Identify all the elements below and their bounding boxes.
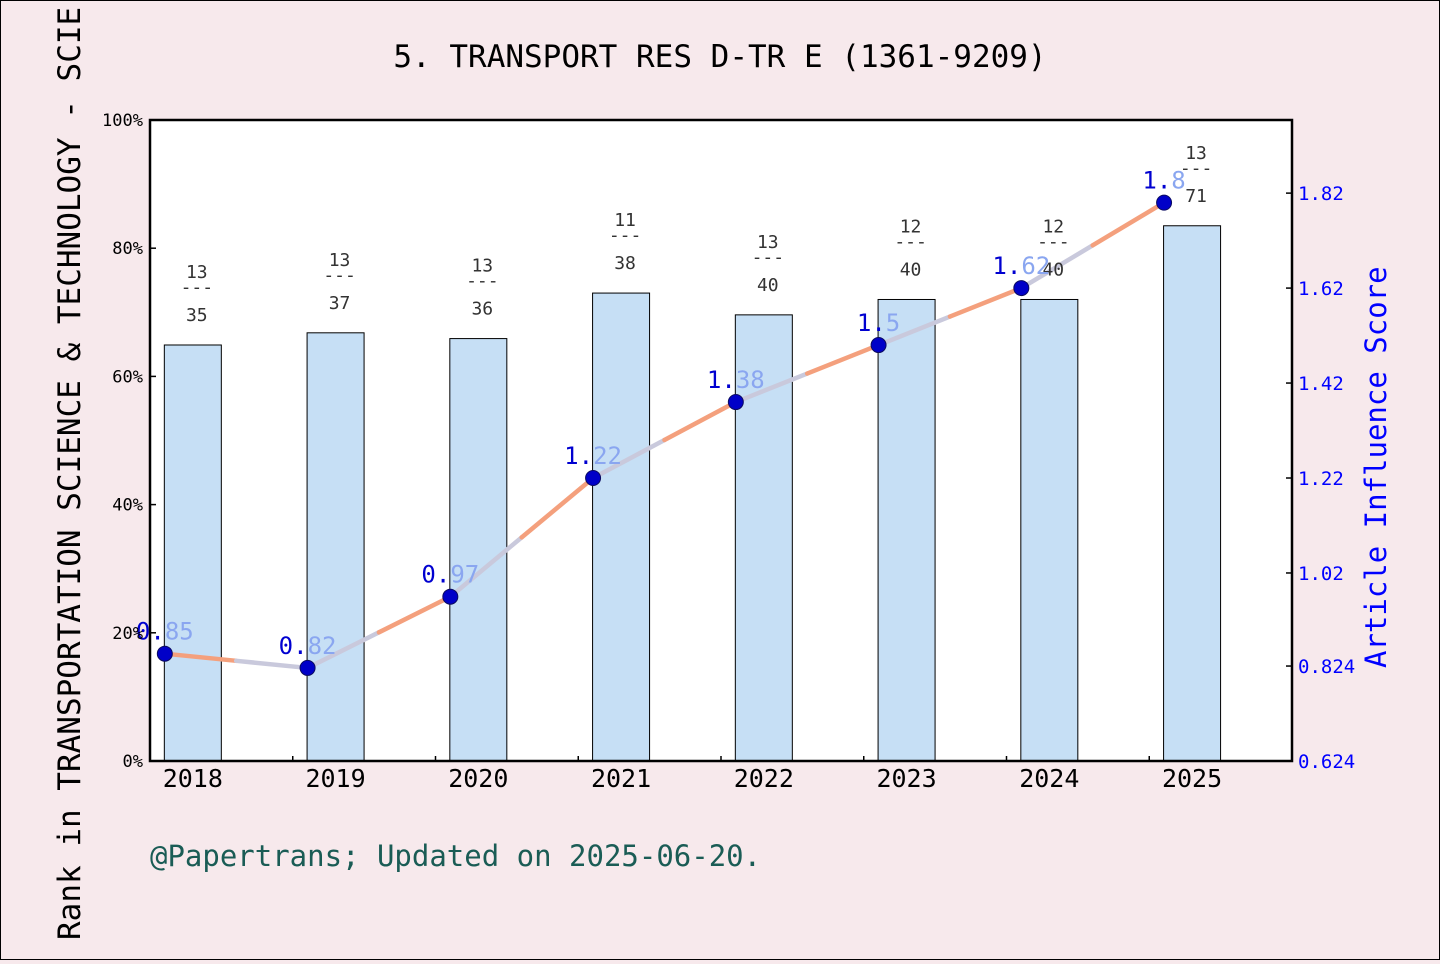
data-point-label: 1.22 xyxy=(564,442,622,470)
left-tick-label: 20% xyxy=(112,624,143,644)
line-segment xyxy=(590,437,667,481)
line-segment xyxy=(876,314,953,348)
bar-label-divider: --- xyxy=(1037,231,1070,252)
left-tick-label: 60% xyxy=(112,367,143,387)
x-tick-label: 2022 xyxy=(734,764,794,793)
bar-label-divider: --- xyxy=(466,271,499,292)
line-segment xyxy=(376,594,453,635)
x-tick-label: 2018 xyxy=(163,764,223,793)
bar-label-top: 13 xyxy=(1185,143,1207,164)
left-tick-label: 100% xyxy=(102,111,143,131)
bar-label-bottom: 40 xyxy=(1042,259,1064,280)
line-segment xyxy=(305,630,382,671)
bar-label-top: 13 xyxy=(757,232,779,253)
right-tick-label: 1.02 xyxy=(1298,563,1344,585)
bar-label-top: 12 xyxy=(1042,216,1064,237)
data-point-label: 1.38 xyxy=(707,366,765,394)
bar-label-bottom: 71 xyxy=(1185,186,1207,207)
left-axis: 0% 20% 40% 60% 80% 100% xyxy=(102,111,156,772)
data-point-label: 1.5 xyxy=(857,309,900,337)
right-tick-label: 0.624 xyxy=(1298,751,1355,773)
bar-label-bottom: 37 xyxy=(329,293,351,314)
data-point-label: 0.97 xyxy=(421,561,479,589)
point-labels-layer: 0.85 0.82 0.97 1.22 1.38 1.5 1.62 1.8 xyxy=(136,167,1186,660)
x-tick-label: 2025 xyxy=(1162,764,1222,793)
line-segment xyxy=(1090,200,1167,248)
x-axis: 2018 2019 2020 2021 2022 2023 2024 2025 xyxy=(163,756,1222,793)
chart-title: 5. TRANSPORT RES D-TR E (1361-9209) xyxy=(393,39,1046,75)
line-segment xyxy=(162,651,239,664)
right-axis: 0.624 0.824 1.02 1.22 1.42 1.62 1.82 xyxy=(1286,183,1355,773)
right-tick-label: 1.62 xyxy=(1298,278,1344,300)
left-axis-title: Rank in TRANSPORTATION SCIENCE & TECHNOL… xyxy=(52,7,88,940)
x-tick-label: 2024 xyxy=(1019,764,1079,793)
bar-label-top: 12 xyxy=(900,216,922,237)
data-point-2018 xyxy=(156,645,173,662)
data-point-label: 1.62 xyxy=(992,252,1050,280)
line-segment xyxy=(519,475,596,540)
data-point-2025 xyxy=(1156,194,1173,211)
line-segment xyxy=(662,399,739,443)
line-segment xyxy=(733,371,810,405)
data-point-label: 0.82 xyxy=(279,632,337,660)
right-axis-title: Article Influence Score xyxy=(1359,266,1393,668)
x-tick-label: 2021 xyxy=(591,764,651,793)
points-layer xyxy=(156,194,1173,676)
bar-2024 xyxy=(1020,298,1079,762)
data-point-2022 xyxy=(727,394,744,411)
x-tick-label: 2020 xyxy=(448,764,508,793)
x-tick-label: 2019 xyxy=(305,764,365,793)
bar-2019 xyxy=(306,332,365,762)
left-tick-label: 0% xyxy=(123,752,143,772)
bar-label-bottom: 35 xyxy=(186,305,208,326)
left-tick-label: 80% xyxy=(112,239,143,259)
line-segment xyxy=(1019,243,1095,291)
line-segment xyxy=(448,535,524,599)
bar-label-bottom: 36 xyxy=(471,299,493,320)
bar-label-top: 11 xyxy=(614,210,636,231)
bar-label-divider: --- xyxy=(894,231,927,252)
right-tick-label: 0.824 xyxy=(1298,656,1355,678)
bar-2023 xyxy=(877,298,936,762)
data-point-label: 1.8 xyxy=(1142,167,1185,195)
bar-2025 xyxy=(1163,225,1222,762)
bar-2021 xyxy=(592,292,651,762)
right-tick-label: 1.42 xyxy=(1298,373,1344,395)
bar-label-top: 13 xyxy=(329,250,351,271)
footer-note: @Papertrans; Updated on 2025-06-20. xyxy=(150,839,761,873)
data-point-2019 xyxy=(299,659,316,676)
x-tick-label: 2023 xyxy=(876,764,936,793)
right-tick-label: 1.82 xyxy=(1298,183,1344,205)
line-segment xyxy=(233,658,310,671)
data-point-2020 xyxy=(442,588,459,605)
line-layer xyxy=(162,200,1167,671)
data-point-2021 xyxy=(585,470,602,487)
bar-label-bottom: 40 xyxy=(757,275,779,296)
bar-label-divider: --- xyxy=(181,277,214,298)
bar-2020 xyxy=(449,338,508,762)
line-segment xyxy=(947,285,1024,319)
left-tick-label: 40% xyxy=(112,496,143,516)
data-point-2023 xyxy=(870,337,887,354)
bar-label-bottom: 40 xyxy=(900,259,922,280)
bar-2018 xyxy=(163,344,222,762)
bar-label-top: 13 xyxy=(471,256,493,277)
bar-label-divider: --- xyxy=(323,265,356,286)
bar-label-bottom: 38 xyxy=(614,253,636,274)
data-point-label: 0.85 xyxy=(136,618,194,646)
data-point-2024 xyxy=(1013,280,1030,297)
bar-label-divider: --- xyxy=(1180,158,1213,179)
line-segment xyxy=(804,342,881,376)
bar-label-top: 13 xyxy=(186,262,208,283)
right-tick-label: 1.22 xyxy=(1298,468,1344,490)
bar-label-divider: --- xyxy=(752,247,785,268)
bar-label-divider: --- xyxy=(609,225,642,246)
bar-labels-layer: 13---3513---3713---3611---3813---4012---… xyxy=(181,143,1213,326)
